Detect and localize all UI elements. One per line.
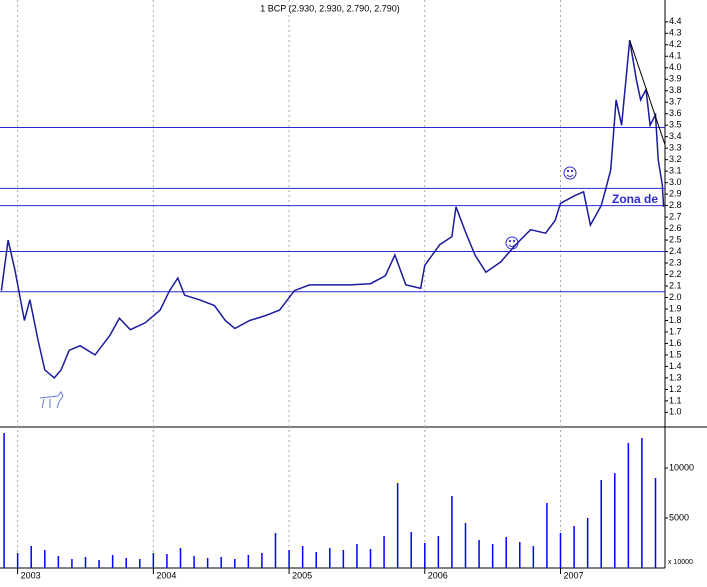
y-tick-label: 2.2 bbox=[669, 269, 682, 279]
x-tick-label: 2006 bbox=[428, 570, 448, 580]
volume-bar bbox=[532, 546, 535, 568]
y-tick-label: 3.5 bbox=[669, 120, 682, 130]
y-tick-label: 1.4 bbox=[669, 361, 682, 371]
volume-bar bbox=[546, 503, 548, 568]
trend-line bbox=[629, 40, 666, 145]
y-tick-label: 3.4 bbox=[669, 131, 682, 141]
y-tick-label: 4.1 bbox=[669, 51, 682, 61]
y-tick-label: 1.3 bbox=[669, 372, 682, 382]
y-tick-label: 1.9 bbox=[669, 303, 682, 313]
volume-bar bbox=[3, 433, 5, 568]
y-tick-label: 2.0 bbox=[669, 292, 682, 302]
volume-bar bbox=[641, 438, 643, 568]
volume-bar bbox=[111, 555, 114, 568]
chart-title: 1 BCP (2.930, 2.930, 2.790, 2.790) bbox=[260, 3, 399, 13]
y-tick-label: 1.0 bbox=[669, 407, 682, 417]
volume-bar bbox=[71, 559, 73, 568]
volume-bar bbox=[329, 548, 331, 568]
y-tick-label: 1.2 bbox=[669, 384, 682, 394]
volume-bar bbox=[16, 553, 19, 568]
y-tick-label: 3.7 bbox=[669, 97, 682, 107]
y-tick-label: 2.8 bbox=[669, 200, 682, 210]
volume-bar bbox=[383, 536, 385, 568]
x-tick-label: 2007 bbox=[564, 570, 584, 580]
volume-bar bbox=[586, 518, 589, 568]
volume-bar bbox=[369, 549, 372, 568]
y-tick-label: 1.6 bbox=[669, 338, 682, 348]
volume-bar bbox=[98, 560, 100, 568]
y-tick-label: 1.1 bbox=[669, 395, 682, 405]
volume-bar bbox=[464, 523, 467, 568]
volume-bar bbox=[166, 554, 168, 568]
y-tick-label: 5000 bbox=[669, 512, 689, 522]
y-tick-label: 4.2 bbox=[669, 39, 682, 49]
y-tick-label: 2.7 bbox=[669, 211, 682, 221]
volume-bar bbox=[491, 544, 494, 568]
y-tick-label: 4.0 bbox=[669, 62, 682, 72]
volume-bar bbox=[125, 558, 127, 568]
volume-bar bbox=[84, 557, 87, 568]
x-tick-label: 2005 bbox=[292, 570, 312, 580]
volume-bar bbox=[600, 480, 602, 568]
volume-bar bbox=[139, 559, 141, 568]
volume-bar bbox=[220, 557, 222, 568]
y-tick-label: 3.3 bbox=[669, 143, 682, 153]
volume-bar bbox=[614, 473, 616, 568]
volume-bar bbox=[274, 533, 277, 568]
y-tick-label: 2.4 bbox=[669, 246, 682, 256]
y-tick-label: 10000 bbox=[669, 462, 694, 472]
volume-bar bbox=[356, 544, 358, 568]
y-tick-label: 2.3 bbox=[669, 257, 682, 267]
volume-bar bbox=[424, 543, 426, 568]
volume-bar bbox=[179, 548, 182, 568]
volume-bar bbox=[505, 537, 507, 568]
volume-bar bbox=[301, 546, 304, 568]
volume-bar bbox=[451, 496, 453, 568]
volume-bar bbox=[247, 555, 250, 568]
y-tick-label: 3.2 bbox=[669, 154, 682, 164]
volume-bar bbox=[57, 556, 60, 568]
volume-bar bbox=[437, 536, 440, 568]
volume-axis-label: x 10000 bbox=[668, 559, 693, 566]
y-tick-label: 1.7 bbox=[669, 326, 682, 336]
y-tick-label: 2.5 bbox=[669, 234, 682, 244]
y-tick-label: 3.6 bbox=[669, 108, 682, 118]
volume-bar bbox=[288, 550, 290, 568]
volume-bar bbox=[315, 552, 317, 568]
y-tick-label: 2.9 bbox=[669, 188, 682, 198]
volume-bar bbox=[410, 532, 412, 568]
volume-bar bbox=[193, 556, 195, 568]
y-tick-label: 1.8 bbox=[669, 315, 682, 325]
volume-bar bbox=[627, 443, 630, 568]
volume-bar bbox=[234, 559, 236, 568]
x-tick-label: 2004 bbox=[156, 570, 176, 580]
volume-bar bbox=[30, 546, 32, 568]
y-tick-label: 4.4 bbox=[669, 16, 682, 26]
bear-icon bbox=[39, 391, 64, 409]
y-tick-label: 3.1 bbox=[669, 166, 682, 176]
y-tick-label: 3.0 bbox=[669, 177, 682, 187]
volume-bar bbox=[478, 540, 480, 568]
volume-bar bbox=[44, 550, 46, 568]
volume-bar bbox=[261, 553, 263, 568]
volume-bar bbox=[573, 526, 575, 568]
volume-bar bbox=[152, 553, 155, 568]
y-tick-label: 1.5 bbox=[669, 349, 682, 359]
volume-bar bbox=[559, 533, 562, 568]
price-line bbox=[0, 40, 665, 379]
y-tick-label: 3.9 bbox=[669, 74, 682, 84]
volume-bar bbox=[396, 483, 399, 568]
volume-bar bbox=[342, 550, 345, 568]
x-tick-label: 2003 bbox=[21, 570, 41, 580]
volume-bar bbox=[654, 478, 657, 568]
volume-bar bbox=[519, 542, 521, 568]
y-tick-label: 3.8 bbox=[669, 85, 682, 95]
y-tick-label: 2.1 bbox=[669, 280, 682, 290]
volume-bar bbox=[206, 558, 209, 568]
y-tick-label: 2.6 bbox=[669, 223, 682, 233]
y-tick-label: 4.3 bbox=[669, 28, 682, 38]
annotation: Zona de bbox=[612, 192, 658, 206]
